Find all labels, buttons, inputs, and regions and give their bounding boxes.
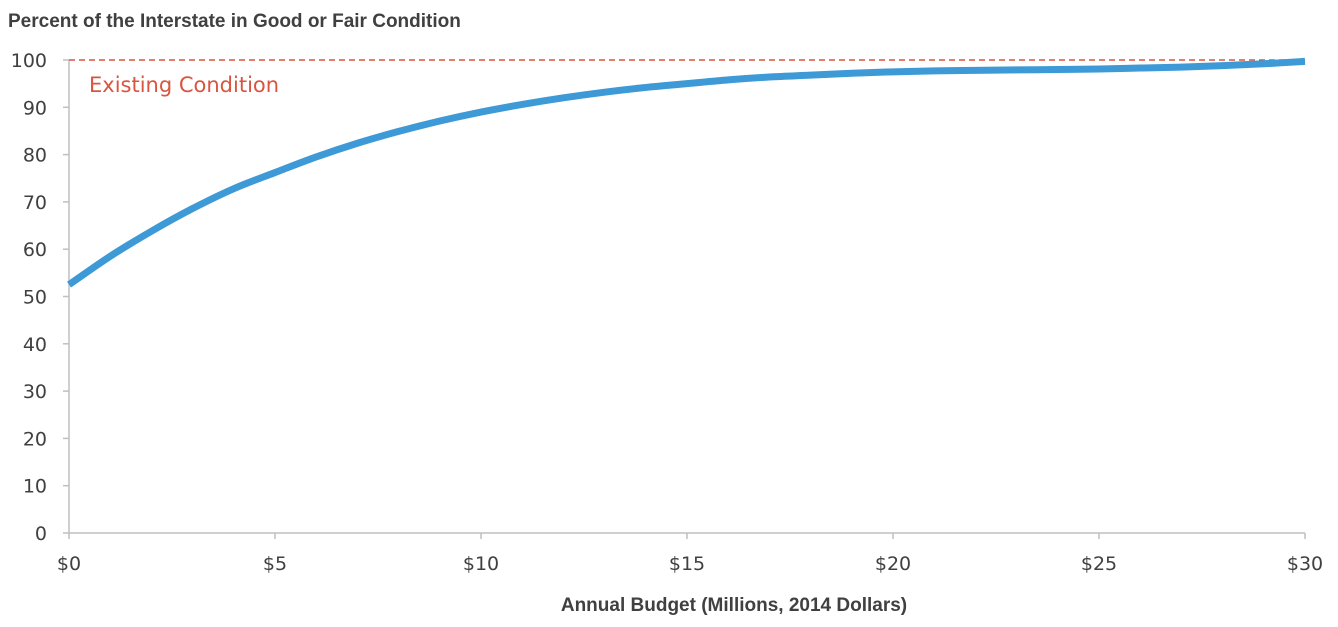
- existing-condition-label: Existing Condition: [89, 73, 279, 97]
- x-axis: $0 $5 $10 $15 $20 $25 $30: [57, 532, 1323, 575]
- y-axis-title: Percent of the Interstate in Good or Fai…: [8, 11, 461, 32]
- y-tick-label: 70: [23, 192, 47, 214]
- x-tick-label: $15: [669, 553, 705, 575]
- x-tick-label: $25: [1081, 553, 1117, 575]
- x-tick-label: $20: [875, 553, 911, 575]
- y-tick-label: 10: [23, 476, 47, 498]
- y-tick-label: 20: [23, 428, 47, 450]
- x-tick-label: $0: [57, 553, 81, 575]
- x-tick-label: $30: [1287, 553, 1323, 575]
- y-tick-label: 100: [11, 50, 47, 72]
- y-tick-label: 0: [35, 523, 47, 545]
- y-tick-label: 80: [23, 145, 47, 167]
- reference-line-group: Existing Condition: [69, 59, 1305, 97]
- y-tick-label: 40: [23, 334, 47, 356]
- y-tick-label: 30: [23, 381, 47, 403]
- y-tick-label: 60: [23, 239, 47, 261]
- y-tick-label: 90: [23, 97, 47, 119]
- series-line-interstate-condition: [67, 57, 1306, 288]
- x-tick-label: $10: [463, 553, 499, 575]
- y-tick-label: 50: [23, 287, 47, 309]
- y-axis: 0 10 20 30 40 50 60 70 80 90 100: [11, 50, 70, 545]
- x-axis-title: Annual Budget (Millions, 2014 Dollars): [561, 595, 907, 616]
- x-tick-label: $5: [263, 553, 287, 575]
